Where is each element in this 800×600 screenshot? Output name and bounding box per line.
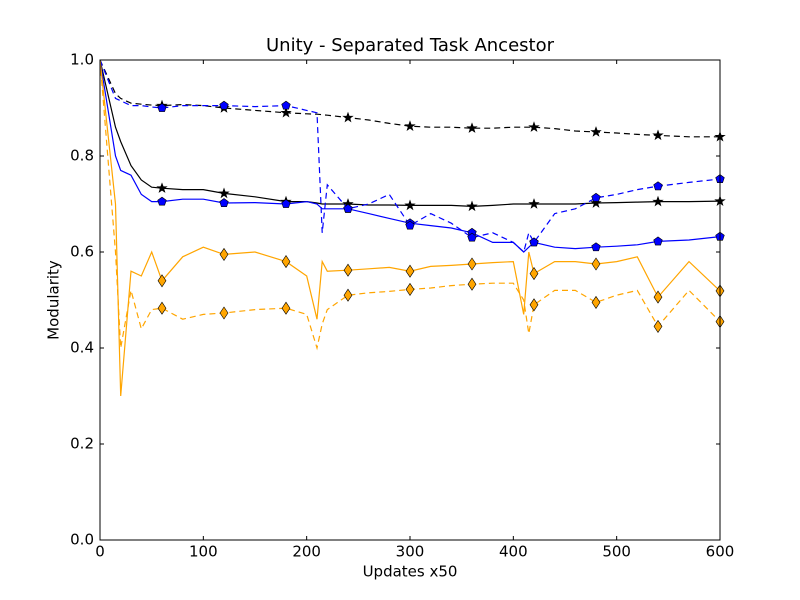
marker [405, 220, 415, 230]
marker [466, 200, 478, 212]
marker [157, 301, 167, 315]
marker [467, 277, 477, 291]
marker [218, 187, 230, 199]
x-axis-label: Updates x50 [363, 563, 458, 581]
marker [281, 100, 291, 110]
marker [343, 203, 353, 213]
marker [405, 264, 415, 278]
marker [591, 257, 601, 271]
marker [281, 199, 291, 208]
marker [157, 103, 167, 112]
marker [405, 282, 415, 296]
marker [343, 263, 353, 277]
marker [281, 255, 291, 269]
y-tick-label: 0.4 [70, 339, 94, 357]
marker [219, 198, 229, 207]
y-tick-label: 1.0 [70, 51, 94, 69]
x-tick-label: 400 [499, 543, 528, 561]
y-tick-label: 0.0 [70, 531, 94, 549]
y-tick-label: 0.6 [70, 243, 94, 261]
y-axis-label: Modularity [45, 260, 63, 340]
marker [529, 237, 539, 247]
marker [281, 301, 291, 315]
marker [529, 267, 539, 281]
marker [653, 236, 663, 246]
marker [652, 195, 664, 207]
marker [343, 288, 353, 302]
marker [280, 106, 292, 118]
marker [157, 274, 167, 288]
x-tick-label: 100 [189, 543, 218, 561]
marker [404, 199, 416, 211]
y-tick-label: 0.2 [70, 435, 94, 453]
x-tick-label: 200 [292, 543, 321, 561]
plot-frame [99, 59, 721, 541]
marker [590, 197, 602, 208]
marker [591, 192, 601, 202]
marker [219, 100, 229, 110]
marker [591, 242, 601, 252]
series-line [100, 60, 720, 397]
marker [467, 257, 477, 271]
x-tick-label: 500 [602, 543, 631, 561]
marker [529, 298, 539, 312]
marker [652, 129, 664, 141]
marker [591, 295, 601, 309]
marker [653, 319, 663, 333]
marker [528, 198, 540, 209]
y-tick-label: 0.8 [70, 147, 94, 165]
x-tick-label: 300 [396, 543, 425, 561]
marker [157, 196, 167, 206]
marker [219, 306, 229, 320]
marker [219, 247, 229, 261]
marker [467, 232, 477, 242]
marker [590, 126, 602, 137]
marker [653, 290, 663, 304]
marker [653, 181, 663, 191]
x-tick-label: 0 [95, 543, 105, 561]
marker [404, 120, 416, 132]
marker [528, 121, 540, 132]
marker [342, 111, 354, 123]
chart-title: Unity - Separated Task Ancestor [266, 35, 555, 56]
marker [466, 122, 478, 133]
marker [156, 182, 168, 193]
x-tick-label: 600 [706, 543, 735, 561]
